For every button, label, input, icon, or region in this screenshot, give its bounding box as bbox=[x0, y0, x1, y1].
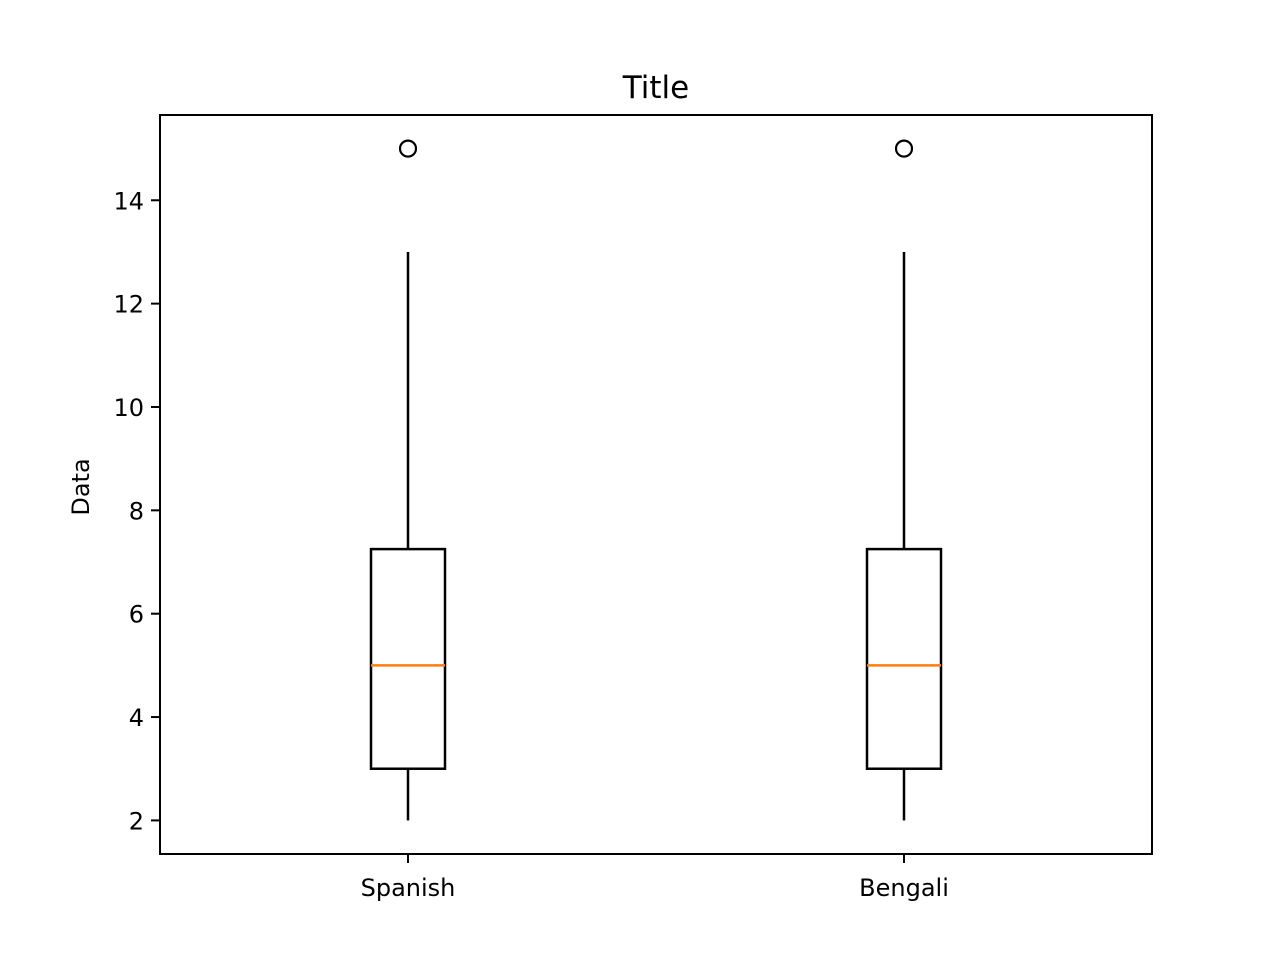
y-tick-label: 14 bbox=[113, 187, 144, 215]
y-tick-label: 4 bbox=[129, 704, 144, 732]
y-tick-label: 2 bbox=[129, 807, 144, 835]
y-tick-label: 10 bbox=[113, 394, 144, 422]
plot-frame bbox=[159, 114, 1153, 855]
outlier-point bbox=[398, 139, 418, 158]
x-tick-label: Bengali bbox=[859, 874, 949, 902]
chart-title: Title bbox=[622, 70, 689, 106]
y-tick-label: 6 bbox=[129, 601, 144, 629]
iqr-box bbox=[369, 547, 447, 770]
iqr-box bbox=[865, 547, 943, 770]
outlier-point bbox=[894, 139, 914, 158]
y-tick-label: 12 bbox=[113, 291, 144, 319]
y-tick-label: 8 bbox=[129, 497, 144, 525]
plot-area: 2 4 6 8 10 12 14 Spanish Bengali bbox=[113, 139, 949, 902]
y-axis-label: Data bbox=[67, 458, 95, 515]
x-tick-label: Spanish bbox=[361, 874, 456, 902]
